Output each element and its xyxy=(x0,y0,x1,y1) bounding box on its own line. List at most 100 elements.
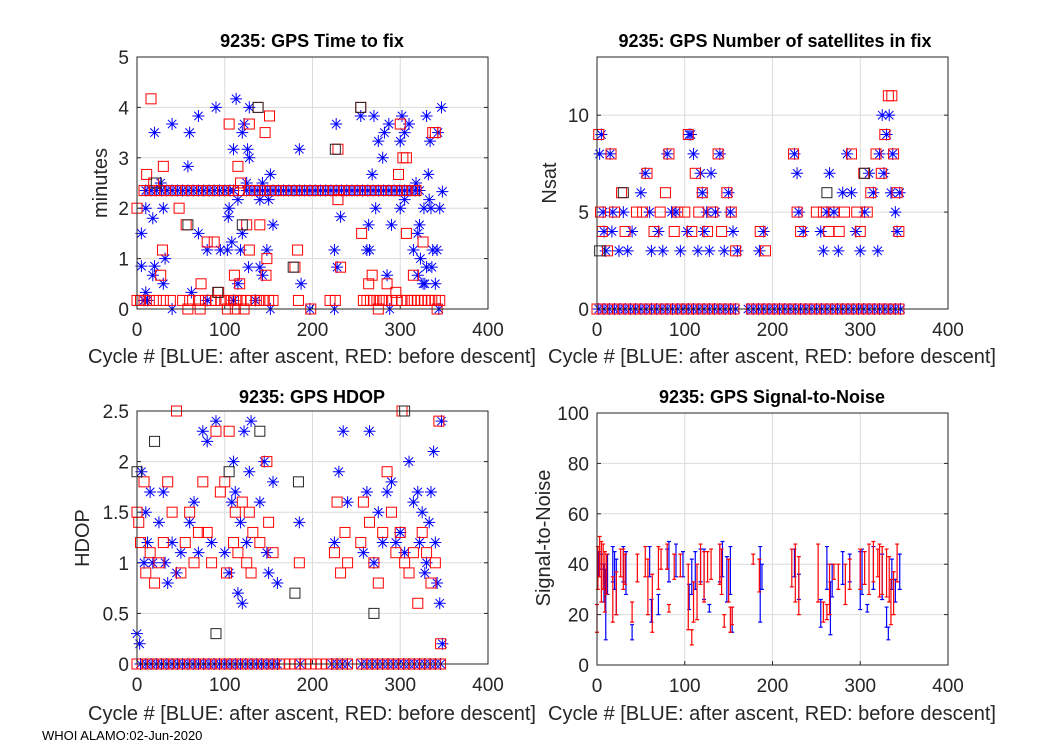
error-bar xyxy=(635,553,640,583)
star-marker xyxy=(674,244,687,257)
panel-number-of-satellites: 9235: GPS Number of satellites in fix Cy… xyxy=(539,31,996,368)
square-marker xyxy=(179,537,191,549)
star-marker xyxy=(724,206,737,219)
star-marker xyxy=(877,167,890,180)
square-marker xyxy=(243,506,255,518)
y-tick-label: 4 xyxy=(118,98,129,119)
error-bar xyxy=(877,543,882,598)
star-marker xyxy=(876,109,889,122)
star-marker xyxy=(357,546,370,559)
square-marker xyxy=(153,557,165,569)
star-marker xyxy=(886,147,899,160)
square-marker xyxy=(879,129,891,141)
star-marker xyxy=(423,516,436,529)
star-marker xyxy=(398,126,411,139)
square-marker xyxy=(363,278,375,290)
star-marker xyxy=(214,244,227,257)
square-marker xyxy=(162,476,174,488)
square-marker xyxy=(150,177,162,189)
star-marker xyxy=(139,506,152,519)
square-marker xyxy=(429,127,441,139)
error-bar xyxy=(871,540,876,583)
error-bar xyxy=(698,543,703,585)
y-tick-label: 40 xyxy=(568,555,589,576)
star-marker xyxy=(431,244,444,257)
y-tick-label: 0 xyxy=(118,300,129,321)
square-marker xyxy=(328,547,340,559)
star-marker xyxy=(597,206,610,219)
star-marker xyxy=(201,244,214,257)
star-marker xyxy=(429,277,442,290)
square-marker xyxy=(175,567,187,579)
square-marker xyxy=(259,127,271,139)
square-marker xyxy=(412,597,424,609)
error-bar xyxy=(709,548,714,580)
star-marker xyxy=(389,536,402,549)
x-tick-label: 0 xyxy=(592,676,603,697)
star-marker xyxy=(183,126,196,139)
square-marker xyxy=(201,526,213,538)
star-marker xyxy=(362,218,375,231)
axes-box xyxy=(136,56,489,310)
square-marker xyxy=(682,129,694,141)
x-tick-label: 400 xyxy=(932,676,964,697)
error-bar xyxy=(840,551,845,585)
square-marker xyxy=(261,456,273,468)
star-marker xyxy=(227,143,240,156)
square-marker xyxy=(721,187,733,199)
star-marker xyxy=(612,244,625,257)
square-marker xyxy=(394,526,406,538)
error-bar xyxy=(824,545,829,590)
star-marker xyxy=(599,244,612,257)
square-marker xyxy=(197,476,209,488)
star-marker xyxy=(403,455,416,468)
error-bar xyxy=(796,556,801,616)
y-tick-label: 2.5 xyxy=(103,402,129,423)
star-marker xyxy=(889,206,902,219)
square-marker xyxy=(679,206,691,218)
star-marker xyxy=(414,252,427,265)
square-marker xyxy=(686,225,698,237)
star-marker xyxy=(188,496,201,509)
star-marker xyxy=(146,556,159,569)
star-marker xyxy=(372,135,385,148)
star-marker xyxy=(260,244,273,257)
star-marker xyxy=(196,425,209,438)
error-bar xyxy=(888,578,893,626)
star-marker xyxy=(133,637,146,650)
square-marker xyxy=(754,225,766,237)
y-tick-label: 5 xyxy=(578,203,589,224)
star-marker xyxy=(225,235,238,248)
square-marker xyxy=(201,236,213,248)
square-marker xyxy=(210,628,222,640)
star-marker xyxy=(827,206,840,219)
error-bar xyxy=(730,606,735,626)
star-marker xyxy=(138,556,151,569)
square-marker xyxy=(400,152,412,164)
error-bar xyxy=(793,543,798,603)
square-marker xyxy=(292,244,304,256)
star-marker xyxy=(271,577,284,590)
y-axis-label: Signal-to-Noise xyxy=(533,470,555,607)
x-tick-label: 0 xyxy=(132,675,143,696)
square-marker xyxy=(364,516,376,528)
square-marker xyxy=(156,244,168,256)
error-bar xyxy=(824,603,829,621)
square-marker xyxy=(594,245,606,257)
star-marker xyxy=(867,186,880,199)
chart-title: 9235: GPS Signal-to-Noise xyxy=(659,387,885,407)
error-bar xyxy=(751,553,756,565)
error-bar xyxy=(650,573,655,633)
square-marker xyxy=(821,187,833,199)
square-marker xyxy=(267,547,279,559)
star-marker xyxy=(223,202,236,215)
square-marker xyxy=(368,557,380,569)
star-marker xyxy=(722,186,735,199)
error-bar xyxy=(707,603,712,613)
star-marker xyxy=(223,566,236,579)
star-marker xyxy=(420,556,433,569)
star-marker xyxy=(174,546,187,559)
star-marker xyxy=(238,425,251,438)
square-marker xyxy=(133,516,145,528)
square-marker xyxy=(140,567,152,579)
